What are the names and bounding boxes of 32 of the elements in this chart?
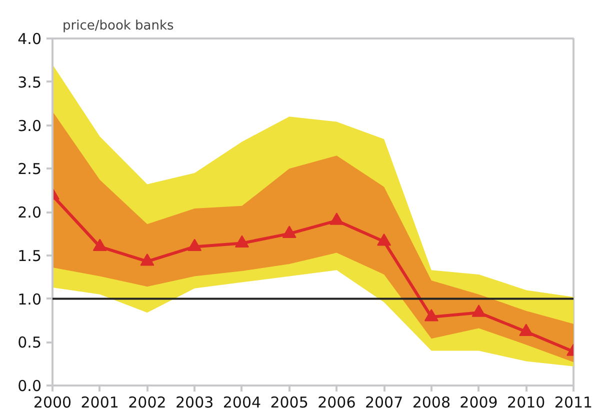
y-tick-label: 2.0: [18, 204, 42, 222]
x-tick-label: 2011: [554, 394, 593, 412]
x-tick-label: 2010: [507, 394, 546, 412]
point: [188, 238, 202, 251]
x-tick-label: 2004: [222, 394, 262, 412]
y-tick-label: 1.5: [18, 246, 42, 265]
x-tick-label: 2001: [80, 394, 119, 412]
point: [140, 253, 154, 266]
chart-title: price/book banks: [62, 18, 174, 34]
point: [377, 233, 392, 246]
x-tick-label: 2003: [176, 394, 214, 412]
y-tick-label: 2.5: [18, 160, 42, 178]
point: [472, 304, 486, 317]
point: [330, 212, 344, 225]
x-tick-label: 2006: [318, 394, 356, 412]
x-tick-label: 2002: [128, 394, 166, 412]
x-tick-label: 2000: [33, 394, 72, 412]
x-tick-label: 2009: [460, 394, 498, 412]
point: [519, 324, 534, 336]
y-tick-label: 4.0: [18, 30, 42, 48]
y-tick-label: 1.0: [18, 290, 42, 308]
x-tick-label: 2008: [412, 394, 451, 412]
x-tick-label: 2005: [270, 394, 308, 412]
y-tick-label: 3.0: [18, 116, 42, 135]
point: [234, 235, 249, 248]
point: [282, 226, 296, 238]
point: [92, 238, 107, 251]
y-tick-label: 3.5: [18, 73, 42, 92]
y-tick-label: 0.0: [18, 377, 42, 395]
x-tick-label: 2007: [364, 394, 404, 412]
point: [424, 308, 438, 322]
y-tick-label: 0.5: [18, 334, 42, 352]
